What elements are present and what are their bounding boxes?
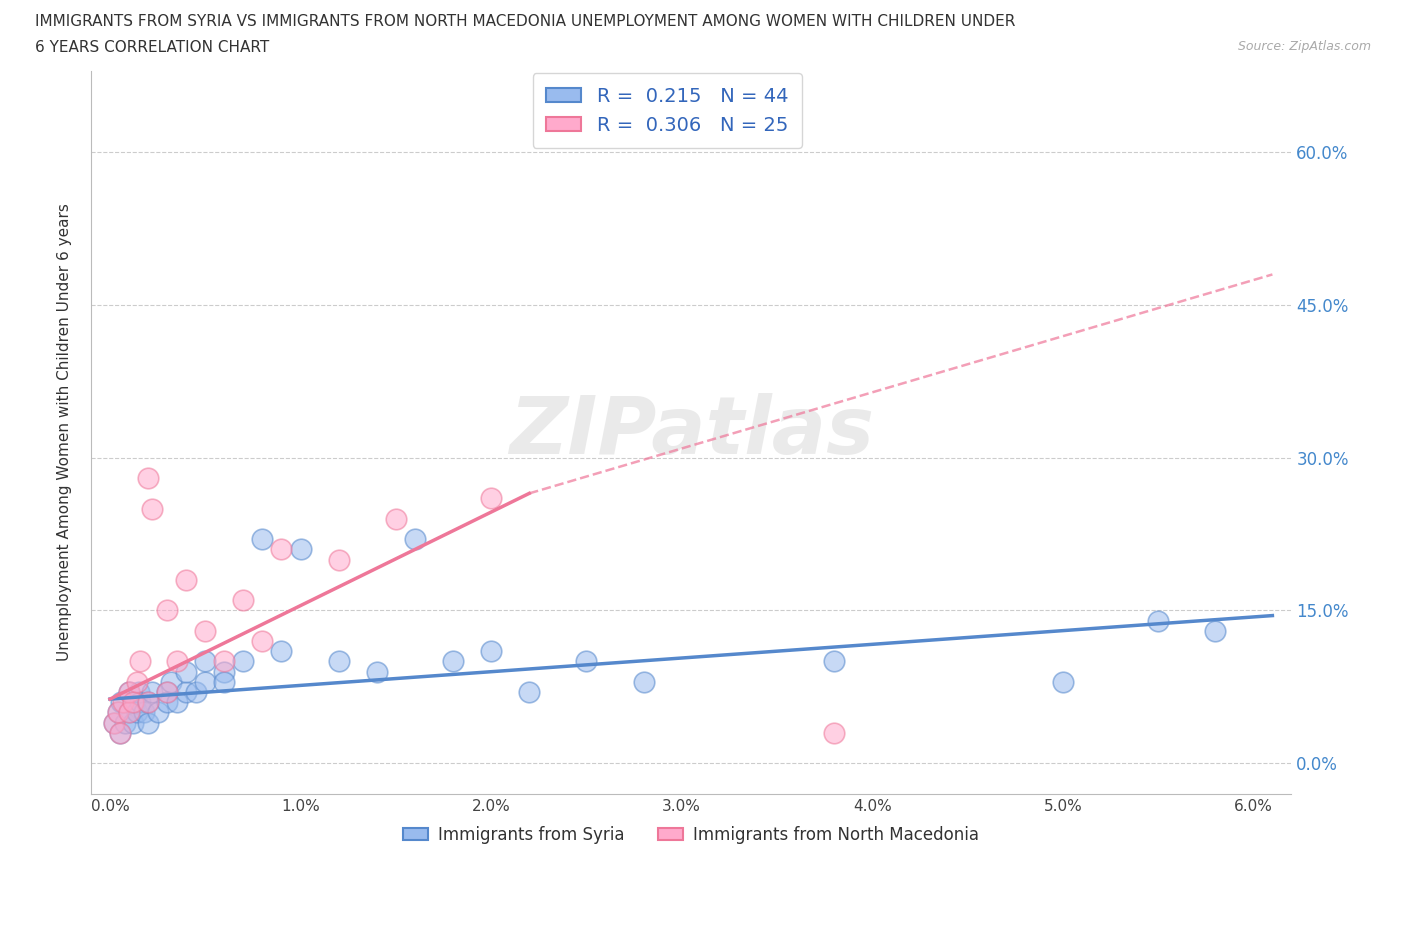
Point [517,684,540,699]
Point [194,623,217,638]
Point [232,654,254,669]
Point [479,491,502,506]
Point [184,684,207,699]
Point [404,532,426,547]
Point [166,695,188,710]
Point [107,705,129,720]
Point [174,573,197,588]
Point [129,695,152,710]
Point [366,664,388,679]
Point [121,715,143,730]
Point [136,695,159,710]
Point [156,684,179,699]
Text: IMMIGRANTS FROM SYRIA VS IMMIGRANTS FROM NORTH MACEDONIA UNEMPLOYMENT AMONG WOME: IMMIGRANTS FROM SYRIA VS IMMIGRANTS FROM… [35,14,1015,29]
Point [118,684,141,699]
Point [214,674,236,689]
Point [108,725,131,740]
Point [107,705,129,720]
Point [156,695,179,710]
Text: 6 YEARS CORRELATION CHART: 6 YEARS CORRELATION CHART [35,40,270,55]
Point [328,654,350,669]
Point [1204,623,1226,638]
Point [125,705,148,720]
Point [174,684,197,699]
Point [156,603,179,618]
Point [385,512,408,526]
Text: Source: ZipAtlas.com: Source: ZipAtlas.com [1237,40,1371,53]
Point [270,542,292,557]
Point [1147,613,1170,628]
Point [232,592,254,607]
Point [112,695,135,710]
Point [290,542,312,557]
Point [134,705,156,720]
Point [823,654,845,669]
Point [270,644,292,658]
Point [328,552,350,567]
Point [1052,674,1074,689]
Point [118,705,141,720]
Legend: Immigrants from Syria, Immigrants from North Macedonia: Immigrants from Syria, Immigrants from N… [396,819,986,851]
Point [129,654,152,669]
Point [194,674,217,689]
Point [441,654,464,669]
Point [146,705,169,720]
Point [121,695,143,710]
Point [124,695,146,710]
Point [108,725,131,740]
Point [141,684,163,699]
Point [136,715,159,730]
Point [136,695,159,710]
Y-axis label: Unemployment Among Women with Children Under 6 years: Unemployment Among Women with Children U… [58,204,72,661]
Point [118,684,141,699]
Point [823,725,845,740]
Point [103,715,125,730]
Point [214,664,236,679]
Point [160,674,183,689]
Point [141,501,163,516]
Point [575,654,598,669]
Point [174,664,197,679]
Point [633,674,655,689]
Point [479,644,502,658]
Point [103,715,125,730]
Point [252,633,274,648]
Point [110,695,132,710]
Point [128,684,150,699]
Point [125,674,148,689]
Point [136,471,159,485]
Point [194,654,217,669]
Text: ZIPatlas: ZIPatlas [509,393,873,472]
Point [252,532,274,547]
Point [114,715,136,730]
Point [118,705,141,720]
Point [156,684,179,699]
Point [166,654,188,669]
Point [214,654,236,669]
